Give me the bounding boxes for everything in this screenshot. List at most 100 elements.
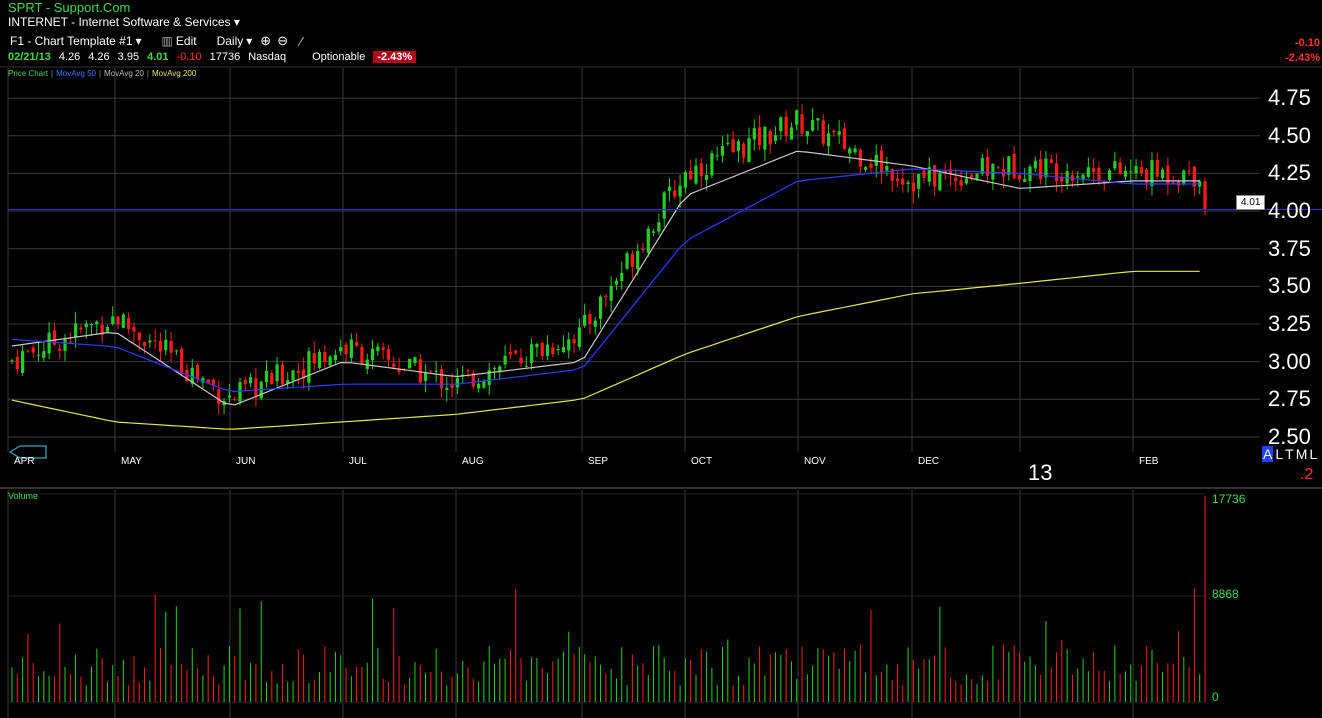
candle-body bbox=[455, 378, 459, 388]
candle-body bbox=[773, 135, 778, 141]
legend-ma200[interactable]: MovAvg 200 bbox=[152, 69, 197, 78]
candle-body bbox=[355, 342, 359, 346]
candle-body bbox=[901, 178, 905, 185]
candle-body bbox=[938, 173, 942, 191]
candle-body bbox=[959, 180, 963, 186]
candle-body bbox=[31, 347, 35, 353]
candle-body bbox=[381, 347, 385, 351]
quote-change: -0.10 bbox=[176, 51, 202, 63]
candle-body bbox=[996, 166, 1000, 168]
candle-body bbox=[47, 332, 51, 354]
candle-body bbox=[185, 369, 189, 382]
candle-body bbox=[980, 158, 984, 174]
side-panel-letters[interactable]: A L T M L bbox=[1262, 446, 1317, 462]
side-letter[interactable]: M bbox=[1295, 446, 1308, 462]
candle-body bbox=[1049, 159, 1053, 163]
candle-body bbox=[519, 357, 523, 364]
candle-body bbox=[52, 330, 57, 345]
price-tick-label: 3.25 bbox=[1268, 311, 1311, 336]
candle-body bbox=[1171, 182, 1175, 184]
candle-body bbox=[720, 146, 725, 156]
candle-body bbox=[79, 327, 83, 330]
month-label: OCT bbox=[691, 456, 713, 467]
legend-ma50[interactable]: MovAvg 50 bbox=[56, 69, 96, 78]
candle-body bbox=[551, 347, 555, 355]
side-letter[interactable]: A bbox=[1262, 446, 1274, 462]
candle-body bbox=[164, 339, 168, 351]
candle-body bbox=[445, 387, 449, 390]
candle-body bbox=[678, 185, 682, 197]
zoom-in-icon[interactable]: ⊕ bbox=[260, 33, 272, 48]
candle-body bbox=[238, 382, 242, 402]
candle-body bbox=[1139, 167, 1143, 173]
side-letter[interactable]: L bbox=[1309, 446, 1318, 462]
candle-body bbox=[911, 182, 915, 192]
side-letter[interactable]: L bbox=[1275, 446, 1284, 462]
candle-body bbox=[365, 359, 369, 369]
candle-body bbox=[323, 351, 327, 362]
sector-dropdown[interactable]: INTERNET - Internet Software & Services … bbox=[8, 15, 240, 29]
price-tick-label: 4.25 bbox=[1268, 160, 1311, 186]
edit-button[interactable]: ▥ Edit bbox=[160, 34, 199, 48]
candle-body bbox=[731, 139, 735, 153]
candle-body bbox=[975, 173, 979, 179]
candle-body bbox=[84, 323, 88, 328]
candle-body bbox=[466, 370, 470, 372]
candle-body bbox=[1086, 167, 1090, 177]
candle-body bbox=[408, 358, 412, 369]
candle-body bbox=[800, 114, 804, 134]
edit-icon: ▥ bbox=[161, 34, 173, 48]
period-dropdown[interactable]: Daily ▾ bbox=[215, 34, 255, 48]
candle-body bbox=[954, 177, 958, 182]
candle-body bbox=[1176, 180, 1181, 186]
candle-body bbox=[832, 130, 836, 133]
candle-body bbox=[254, 378, 258, 398]
candle-body bbox=[948, 169, 953, 175]
candle-body bbox=[588, 314, 592, 324]
chart-toolbar: F1 - Chart Template #1 ▾ ▥ Edit Daily ▾ … bbox=[8, 33, 302, 49]
candle-body bbox=[270, 373, 274, 385]
candle-body bbox=[1081, 174, 1085, 180]
quote-volume: 17736 bbox=[209, 51, 241, 63]
chevron-down-icon: ▾ bbox=[246, 34, 253, 48]
corner-change: -0.10 bbox=[1294, 37, 1320, 49]
legend-ma20[interactable]: MovAvg 20 bbox=[104, 69, 144, 78]
candle-body bbox=[201, 377, 205, 383]
zoom-out-icon[interactable]: ⊖ bbox=[277, 33, 289, 48]
candle-body bbox=[58, 348, 62, 351]
month-label: DEC bbox=[918, 456, 940, 467]
candle-body bbox=[636, 251, 640, 270]
candle-body bbox=[439, 369, 444, 389]
draw-tool-icon[interactable]: ∕ bbox=[300, 33, 303, 49]
template-dropdown[interactable]: F1 - Chart Template #1 ▾ bbox=[8, 34, 144, 48]
candle-body bbox=[392, 363, 396, 367]
volume-mid-label: 8868 bbox=[1212, 587, 1239, 601]
candle-body bbox=[736, 141, 741, 151]
volume-max-label: 17736 bbox=[1212, 492, 1246, 506]
quote-close: 4.01 bbox=[147, 51, 169, 63]
candle-body bbox=[625, 253, 629, 269]
pct-change-badge: -2.43% bbox=[373, 51, 417, 63]
candle-body bbox=[174, 350, 178, 352]
candle-body bbox=[1039, 159, 1043, 180]
candle-body bbox=[943, 171, 947, 174]
candle-body bbox=[1118, 162, 1122, 174]
candle-body bbox=[530, 344, 534, 364]
ma200-line bbox=[11, 270, 1200, 430]
month-label: MAY bbox=[121, 456, 142, 467]
candle-body bbox=[264, 370, 269, 383]
candle-body bbox=[784, 116, 788, 136]
candle-body bbox=[333, 354, 338, 361]
legend-price-chart[interactable]: Price Chart bbox=[8, 69, 49, 78]
candle-body bbox=[524, 365, 528, 367]
candle-body bbox=[747, 138, 751, 162]
candle-body bbox=[487, 370, 491, 386]
price-tick-label: 3.00 bbox=[1268, 348, 1311, 374]
candle-body bbox=[249, 377, 253, 384]
month-label: AUG bbox=[462, 456, 484, 467]
candle-body bbox=[1134, 166, 1138, 174]
legend-separator: | bbox=[98, 69, 102, 78]
month-label: JUN bbox=[236, 456, 256, 467]
side-letter[interactable]: T bbox=[1285, 446, 1294, 462]
